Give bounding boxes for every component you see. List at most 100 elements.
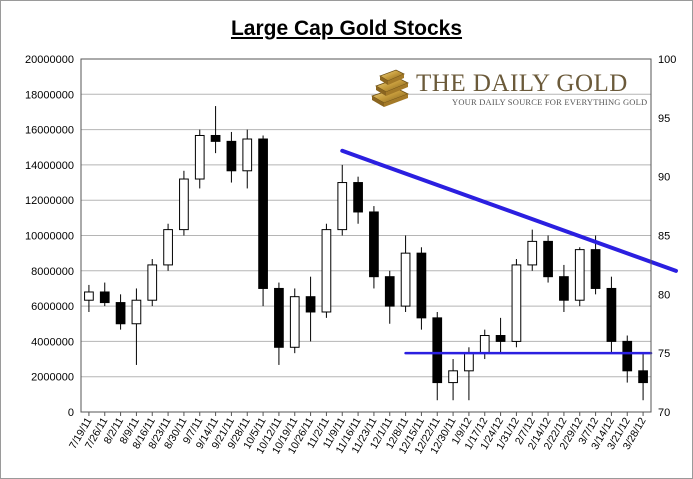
brand-name: The Daily Gold <box>416 70 628 97</box>
candle-body <box>305 296 316 313</box>
candle <box>194 129 205 189</box>
candle <box>99 282 110 307</box>
left-tick-label: 14000000 <box>25 160 74 172</box>
candle-body <box>131 299 142 325</box>
candle <box>384 270 395 324</box>
candle <box>163 223 173 271</box>
candle-body <box>147 264 158 301</box>
gold-bars-icon <box>371 69 409 107</box>
right-tick-label: 75 <box>658 348 670 360</box>
candle <box>495 317 506 354</box>
candle-body <box>337 182 348 231</box>
candle <box>210 106 221 154</box>
candle <box>337 164 348 236</box>
candle-body <box>495 335 506 342</box>
candle-body <box>511 264 522 342</box>
candle-body <box>274 287 284 348</box>
candle <box>400 235 411 312</box>
candle <box>543 235 553 283</box>
candle-body <box>289 296 300 348</box>
left-tick-label: 4000000 <box>31 336 74 348</box>
candle <box>511 259 522 348</box>
candle-body <box>194 134 205 180</box>
left-tick-label: 12000000 <box>25 195 74 207</box>
candle <box>147 259 158 307</box>
right-axis-ticks: 70 75 80 85 90 95 100 <box>658 54 676 419</box>
candle-body <box>464 352 474 372</box>
candle-body <box>226 140 237 172</box>
left-tick-label: 2000000 <box>31 372 74 384</box>
candle-body <box>115 302 126 325</box>
candle <box>115 294 126 330</box>
candle-body <box>432 317 443 384</box>
candle-body <box>210 134 221 142</box>
candle <box>242 129 253 189</box>
candle <box>305 276 316 342</box>
candle-body <box>384 276 395 307</box>
candle <box>448 359 458 401</box>
left-tick-label: 8000000 <box>31 266 74 278</box>
brand-logo: The Daily Gold Your Daily Source for Eve… <box>366 66 647 110</box>
candle-body <box>179 178 189 231</box>
right-tick-label: 100 <box>658 54 676 66</box>
candle <box>131 288 142 365</box>
candle-body <box>622 340 633 372</box>
candle-body <box>369 211 379 278</box>
candle <box>574 247 585 307</box>
plot-area <box>80 58 652 413</box>
candle <box>84 284 94 312</box>
candle-body <box>242 138 253 172</box>
left-tick-label: 10000000 <box>25 231 74 243</box>
x-axis-ticks: 7/19/117/26/118/2/118/9/118/16/118/23/11… <box>67 412 649 456</box>
candle-body <box>353 182 363 213</box>
candle <box>353 176 363 224</box>
chart-title: Large Cap Gold Stocks <box>230 17 463 40</box>
brand-tagline: Your Daily Source for Everything Gold <box>452 97 648 107</box>
candle <box>638 353 648 401</box>
candle <box>416 247 427 330</box>
resistance-line <box>340 148 678 273</box>
candle <box>527 229 538 271</box>
left-tick-label: 18000000 <box>25 89 74 101</box>
candle-body <box>638 370 648 384</box>
candle <box>226 131 237 183</box>
candle-body <box>99 291 110 304</box>
candle-body <box>321 229 332 313</box>
candle <box>606 276 617 354</box>
candle-body <box>163 229 173 266</box>
candle <box>289 288 300 354</box>
candle-body <box>479 335 490 354</box>
left-tick-label: 0 <box>68 407 74 419</box>
candle <box>321 223 332 318</box>
right-tick-label: 90 <box>658 172 670 184</box>
left-tick-label: 20000000 <box>25 54 74 66</box>
right-tick-label: 95 <box>658 113 670 125</box>
candle <box>590 235 601 295</box>
candle <box>559 264 569 312</box>
left-axis-ticks: 0 2000000 4000000 6000000 8000000 10000000 120… <box>25 54 74 419</box>
candle-body <box>84 291 94 301</box>
candle-body <box>574 249 585 301</box>
candle-body <box>448 370 458 384</box>
candle-body <box>559 276 569 301</box>
candle-body <box>590 249 601 289</box>
trendlines <box>340 148 678 355</box>
candle-body <box>606 287 617 342</box>
candle <box>179 170 189 236</box>
left-tick-label: 6000000 <box>31 301 74 313</box>
candle-body <box>543 240 553 278</box>
candle <box>479 329 490 360</box>
candle-body <box>416 252 427 319</box>
candle <box>258 135 268 307</box>
candles <box>84 106 648 401</box>
candle <box>464 347 474 401</box>
candle-body <box>400 252 411 307</box>
candle <box>622 335 633 383</box>
candle-body <box>527 240 538 266</box>
right-tick-label: 80 <box>658 289 670 301</box>
candle-body <box>258 138 268 289</box>
candle <box>432 311 443 401</box>
right-tick-label: 85 <box>658 231 670 243</box>
